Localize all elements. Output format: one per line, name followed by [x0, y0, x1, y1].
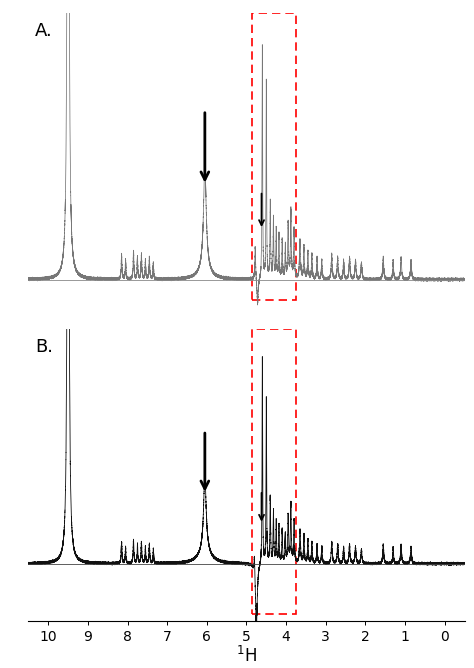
Text: B.: B.	[35, 338, 53, 356]
X-axis label: $^{1}$H: $^{1}$H	[236, 647, 257, 667]
Bar	[253, 13, 296, 301]
Bar	[253, 329, 296, 615]
Text: A.: A.	[35, 22, 53, 40]
